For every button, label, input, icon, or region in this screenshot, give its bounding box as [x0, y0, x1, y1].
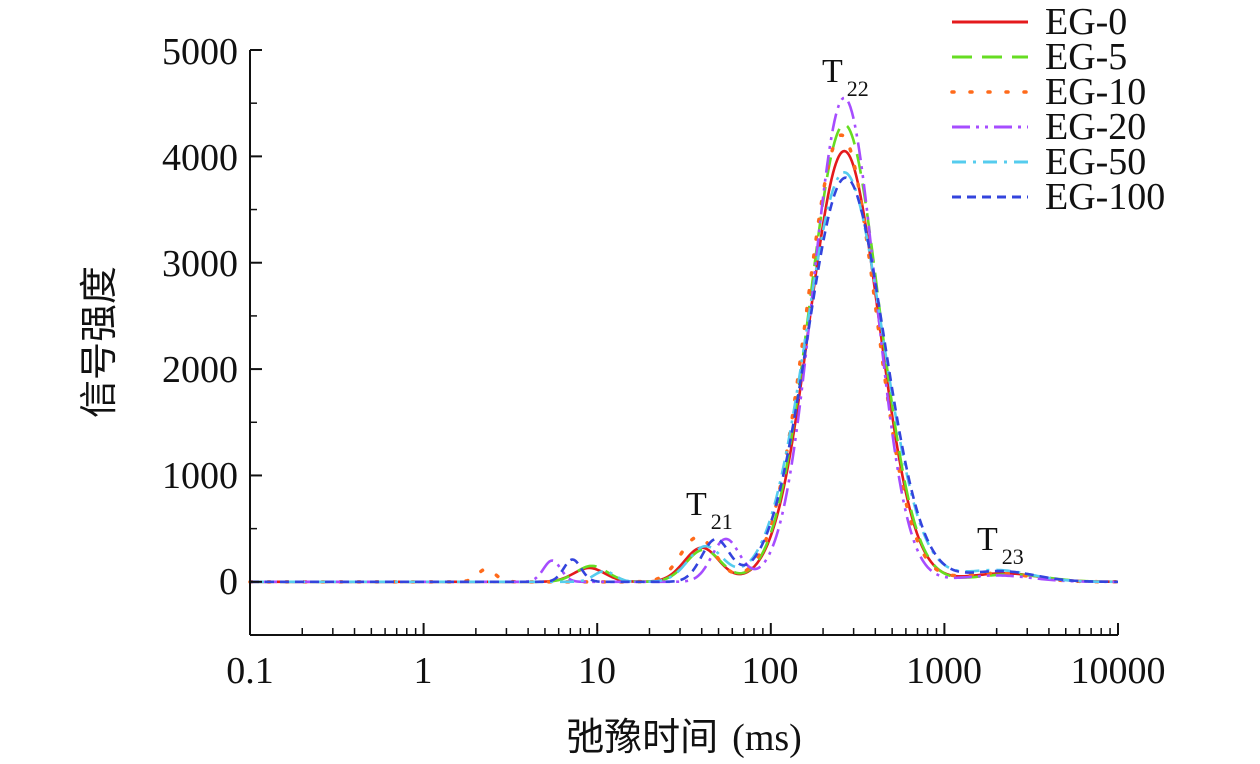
annotation-t23-main: T [977, 521, 998, 558]
y-tick-labels: 0 1000 2000 3000 4000 5000 [162, 31, 238, 603]
annotation-t22-sub: 22 [847, 76, 869, 101]
annotation-t21: T 21 [686, 486, 733, 534]
x-axis-title: 弛豫时间 (ms) [566, 715, 802, 759]
legend-item-eg-50: EG-50 [952, 141, 1146, 183]
y-tick-label: 3000 [162, 243, 238, 285]
legend-label-eg-0: EG-0 [1045, 1, 1127, 43]
annotation-t23-sub: 23 [1002, 544, 1024, 569]
legend-label-eg-10: EG-10 [1045, 71, 1146, 113]
x-tick-label: 10000 [1071, 650, 1166, 692]
series-line-eg-100 [250, 176, 1118, 584]
legend-item-eg-5: EG-5 [952, 36, 1127, 78]
x-tick-label: 100 [742, 650, 799, 692]
legend-item-eg-100: EG-100 [952, 176, 1165, 218]
x-major-ticks [249, 623, 1119, 635]
y-major-ticks [250, 49, 262, 583]
annotation-t23: T 23 [977, 521, 1024, 569]
legend-label-eg-100: EG-100 [1045, 176, 1165, 218]
legend-item-eg-20: EG-20 [952, 106, 1146, 148]
series-line-eg-0 [250, 149, 1119, 584]
y-minor-ticks [250, 102, 257, 636]
series-layer [248, 96, 1120, 584]
legend: EG-0 EG-5 EG-10 EG-20 EG-50 EG-100 [950, 1, 1165, 218]
x-tick-labels: 0.1 1 10 100 1000 10000 [226, 650, 1165, 692]
peak-annotations: T 21 T 22 T 23 [686, 53, 1024, 569]
x-tick-label: 0.1 [226, 650, 274, 692]
x-axis-label: 弛豫时间 [566, 715, 718, 759]
legend-label-eg-50: EG-50 [1045, 141, 1146, 183]
y-tick-label: 4000 [162, 137, 238, 179]
legend-item-eg-0: EG-0 [952, 1, 1127, 43]
y-tick-label: 1000 [162, 455, 238, 497]
annotation-t22-main: T [822, 53, 843, 90]
series-line-eg-50 [250, 171, 1118, 584]
x-axis-unit: (ms) [732, 717, 802, 759]
y-tick-label: 0 [219, 561, 238, 603]
x-tick-label: 1000 [906, 650, 982, 692]
y-tick-label: 5000 [162, 31, 238, 73]
x-tick-label: 1 [414, 650, 433, 692]
x-tick-label: 10 [578, 650, 616, 692]
annotation-t21-main: T [686, 486, 707, 523]
axes [249, 49, 1119, 636]
series-line-eg-20 [250, 96, 1118, 584]
legend-label-eg-20: EG-20 [1045, 106, 1146, 148]
x-minor-ticks [301, 628, 1111, 635]
series-line-eg-5 [250, 123, 1119, 584]
annotation-t22: T 22 [822, 53, 869, 101]
series-line-eg-10 [248, 133, 1120, 584]
legend-item-eg-10: EG-10 [950, 71, 1146, 113]
y-axis-title: 信号强度 [77, 266, 121, 418]
y-tick-label: 2000 [162, 349, 238, 391]
legend-label-eg-5: EG-5 [1045, 36, 1127, 78]
annotation-t21-sub: 21 [711, 509, 733, 534]
